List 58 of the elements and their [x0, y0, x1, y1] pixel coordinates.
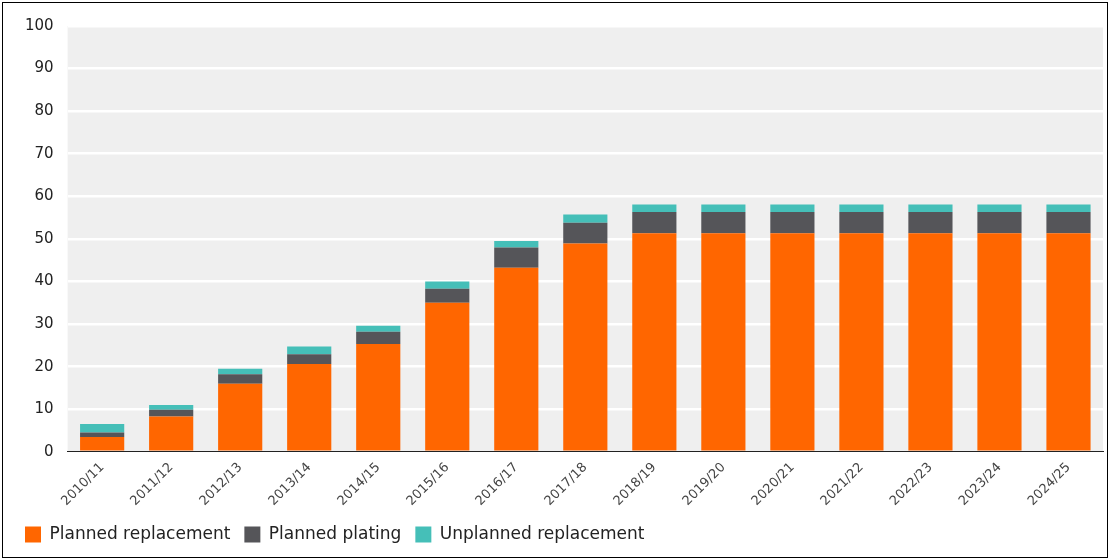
bar [908, 212, 953, 234]
y-tick-label: 10 [34, 399, 54, 418]
y-tick-label: 30 [34, 313, 54, 332]
bar [149, 416, 194, 451]
bar [839, 212, 884, 234]
bar [839, 204, 884, 213]
bar [770, 233, 815, 451]
bar [218, 383, 263, 451]
legend-label: Unplanned replacement [439, 522, 645, 543]
y-tick-label: 20 [34, 356, 54, 375]
bar [770, 204, 815, 213]
bar [287, 364, 332, 451]
bar [80, 432, 125, 437]
bar [770, 212, 815, 234]
bar [908, 233, 953, 451]
y-tick-label: 50 [34, 228, 54, 247]
y-tick-label: 60 [34, 186, 54, 205]
y-tick-label: 70 [34, 143, 54, 162]
bar [218, 368, 263, 375]
bar [149, 404, 194, 410]
y-tick-label: 90 [34, 58, 54, 77]
bar [356, 344, 401, 451]
bar [356, 325, 401, 332]
y-tick-label: 80 [34, 101, 54, 120]
bar [839, 233, 884, 451]
bar [701, 204, 746, 213]
bar [80, 436, 125, 451]
bar [701, 233, 746, 451]
bar [563, 214, 608, 223]
bar [908, 204, 953, 213]
bar [563, 243, 608, 451]
bar [632, 204, 677, 213]
bar [425, 288, 470, 303]
bar [494, 267, 539, 451]
bar [977, 233, 1022, 451]
bar [563, 222, 608, 244]
bar [425, 281, 470, 289]
legend-label: Planned plating [268, 522, 402, 543]
bar [1046, 204, 1091, 213]
bar [218, 374, 263, 384]
bar [632, 233, 677, 451]
bar [425, 302, 470, 451]
bar [287, 354, 332, 365]
bar [1046, 212, 1091, 234]
bar [632, 212, 677, 234]
bar [494, 241, 539, 248]
bar [494, 247, 539, 268]
bar [701, 212, 746, 234]
y-tick-label: 40 [34, 271, 54, 290]
y-tick-label: 100 [24, 15, 54, 34]
bar [977, 212, 1022, 234]
bar [287, 346, 332, 355]
y-tick-label: 0 [44, 441, 54, 460]
bar [80, 424, 125, 433]
bar [356, 331, 401, 345]
bar [1046, 233, 1091, 451]
bar [977, 204, 1022, 213]
legend-label: Planned replacement [49, 522, 231, 543]
